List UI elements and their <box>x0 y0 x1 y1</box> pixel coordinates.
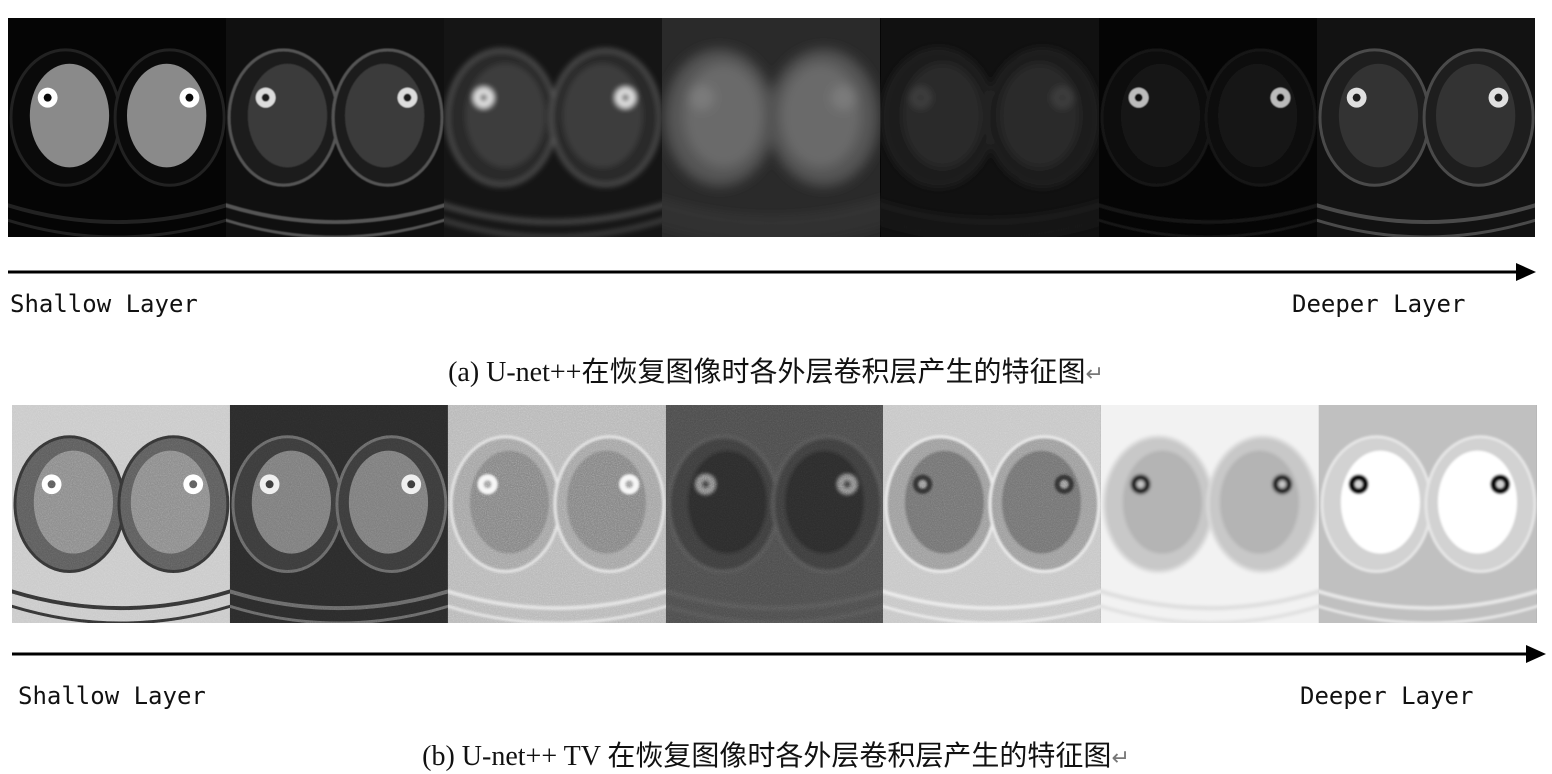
feature-map-a-5 <box>880 18 1099 237</box>
panel-a-caption: (a) U-net++在恢复图像时各外层卷积层产生的特征图↵ <box>0 350 1552 390</box>
feature-map-b-5 <box>883 405 1102 623</box>
panel-b-feature-strip <box>12 405 1538 623</box>
feature-map-b-2 <box>229 405 448 623</box>
panel-b-caption: (b) U-net++ TV 在恢复图像时各外层卷积层产生的特征图↵ <box>0 734 1552 774</box>
panel-a-caption-text: (a) U-net++在恢复图像时各外层卷积层产生的特征图 <box>448 357 1086 388</box>
feature-map-b-4 <box>665 405 884 623</box>
panel-b-shallow-label: Shallow Layer <box>18 682 206 710</box>
panel-a-feature-strip <box>8 18 1535 237</box>
return-mark-icon: ↵ <box>1111 745 1130 770</box>
return-mark-icon: ↵ <box>1085 361 1104 386</box>
panel-b-caption-text: (b) U-net++ TV 在恢复图像时各外层卷积层产生的特征图 <box>422 741 1112 772</box>
panel-a-shallow-label: Shallow Layer <box>10 290 198 318</box>
feature-map-a-7 <box>1316 18 1535 237</box>
feature-map-a-4 <box>662 18 881 237</box>
feature-map-a-6 <box>1098 18 1317 237</box>
feature-map-a-3 <box>444 18 663 237</box>
panel-a-arrow <box>8 263 1536 281</box>
panel-a-deeper-label: Deeper Layer <box>1292 290 1466 318</box>
feature-map-b-6 <box>1101 405 1320 623</box>
feature-map-b-3 <box>447 405 666 623</box>
feature-map-b-7 <box>1319 405 1538 623</box>
panel-b-arrow <box>12 645 1546 663</box>
feature-map-b-1 <box>12 405 230 623</box>
feature-map-a-2 <box>226 18 445 237</box>
panel-b-deeper-label: Deeper Layer <box>1300 682 1474 710</box>
feature-map-a-1 <box>8 18 227 237</box>
